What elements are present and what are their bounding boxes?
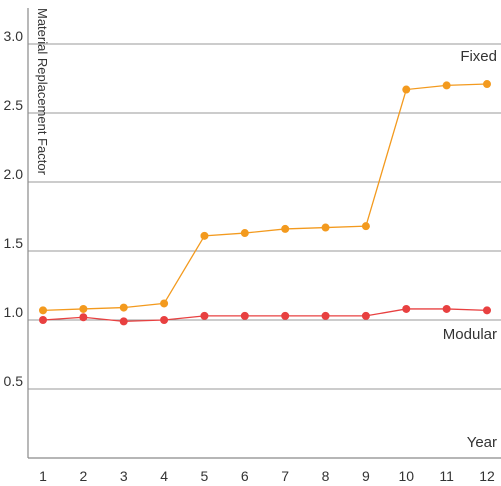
x-tick-label: 9 xyxy=(362,468,370,484)
data-point xyxy=(321,311,330,320)
x-tick-label: 5 xyxy=(201,468,209,484)
y-tick-label: 1.0 xyxy=(4,304,24,320)
data-point xyxy=(361,222,370,231)
x-tick-label: 10 xyxy=(398,468,414,484)
data-point xyxy=(442,81,451,90)
series-line xyxy=(42,83,488,311)
data-point xyxy=(200,231,209,240)
data-point xyxy=(79,304,88,313)
y-tick-label: 2.5 xyxy=(4,97,24,113)
y-tick-label: 2.0 xyxy=(4,166,24,182)
series-label-modular: Modular xyxy=(443,326,497,343)
data-point xyxy=(119,303,128,312)
x-tick-label: 12 xyxy=(479,468,495,484)
series-group xyxy=(39,80,491,326)
series-line xyxy=(42,308,488,323)
x-tick-label: 8 xyxy=(322,468,330,484)
x-tick-label: 11 xyxy=(439,468,454,484)
data-point xyxy=(483,80,491,89)
x-tick-label: 6 xyxy=(241,468,249,484)
data-point xyxy=(361,311,370,320)
x-tick-label: 4 xyxy=(160,468,168,484)
data-point xyxy=(200,311,209,320)
data-point xyxy=(281,311,290,320)
y-tick-label: 3.0 xyxy=(4,28,24,44)
data-point xyxy=(483,306,491,315)
data-point xyxy=(321,223,330,232)
y-tick-label: 1.5 xyxy=(4,235,24,251)
data-point xyxy=(39,306,47,315)
data-point xyxy=(79,313,88,322)
data-point xyxy=(240,229,249,238)
x-tick-label: 2 xyxy=(79,468,87,484)
y-tick-labels: 0.5 1.0 1.5 2.0 2.5 3.0 xyxy=(4,28,24,389)
x-tick-labels: 1 2 3 4 5 6 7 8 9 10 11 12 xyxy=(39,468,495,484)
data-point xyxy=(160,316,169,324)
data-point xyxy=(402,304,411,313)
y-tick-label: 0.5 xyxy=(4,373,24,389)
data-point xyxy=(160,299,169,308)
x-tick-label: 7 xyxy=(281,468,289,484)
data-point xyxy=(442,304,451,313)
gridlines xyxy=(28,43,501,390)
x-axis-label: Year xyxy=(467,434,497,451)
x-tick-label: 3 xyxy=(120,468,128,484)
data-point xyxy=(39,316,47,324)
data-point xyxy=(119,317,128,326)
data-point xyxy=(281,224,290,233)
series-label-fixed: Fixed xyxy=(460,48,497,65)
y-axis-label: Material Replacement Factor xyxy=(35,8,50,176)
data-point xyxy=(402,85,411,94)
data-point xyxy=(240,311,249,320)
x-tick-label: 1 xyxy=(39,468,47,484)
